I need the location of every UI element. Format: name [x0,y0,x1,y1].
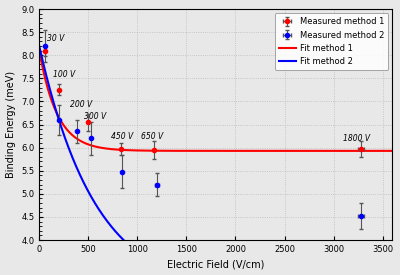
Fit method 1 [209,149,214,153]
Fit method 1 [315,149,320,153]
Legend: Measured method 1, Measured method 2, Fit method 1, Fit method 2: Measured method 1, Measured method 2, Fi… [275,13,388,70]
Y-axis label: Binding Energy (meV): Binding Energy (meV) [6,71,16,178]
Text: 450 V: 450 V [111,132,134,141]
Text: 200 V: 200 V [70,100,92,109]
Fit method 1 [55,113,60,116]
Fit method 2 [37,45,42,48]
Fit method 1 [380,149,385,153]
X-axis label: Electric Field (V/cm): Electric Field (V/cm) [167,259,264,270]
Text: 650 V: 650 V [141,132,163,141]
Fit method 1 [199,149,204,153]
Text: 300 V: 300 V [84,112,107,120]
Text: 100 V: 100 V [54,70,76,79]
Line: Fit method 1: Fit method 1 [39,51,392,151]
Fit method 2 [55,113,60,117]
Fit method 1 [390,149,395,153]
Fit method 1 [37,49,42,52]
Text: 1800 V: 1800 V [344,134,370,143]
Fit method 1 [380,149,384,153]
Line: Fit method 2: Fit method 2 [39,46,392,275]
Text: 30 V: 30 V [46,34,64,43]
